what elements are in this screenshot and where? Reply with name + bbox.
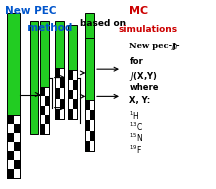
Bar [60,88,64,99]
Bar [14,133,21,142]
Bar [56,78,60,88]
Text: method: method [20,23,72,33]
Text: New pec-J-: New pec-J- [129,42,180,50]
Bar [45,115,49,124]
Bar [68,90,73,99]
Bar [56,109,60,119]
Bar [90,110,94,120]
Bar [73,80,77,90]
Bar [7,142,14,151]
Bar [7,115,21,178]
Bar [56,88,60,99]
Bar [86,131,90,141]
Bar [40,87,45,96]
Bar [68,99,73,109]
Text: MC: MC [129,6,149,16]
Bar [14,160,21,169]
Bar [14,151,21,160]
Bar [60,99,64,109]
Text: $^{13}$C: $^{13}$C [129,121,143,133]
Bar [68,32,77,81]
Bar [90,100,94,110]
Bar [45,124,49,134]
Bar [86,110,90,120]
Bar [40,87,49,134]
Text: $^1$H: $^1$H [129,109,140,122]
Bar [90,141,94,151]
Bar [68,70,73,80]
Text: based on: based on [80,19,126,29]
Text: simulations: simulations [119,25,178,34]
Bar [86,100,94,151]
Bar [40,96,45,105]
Bar [14,124,21,133]
Bar [73,109,77,119]
Bar [40,115,45,124]
Bar [7,169,14,178]
Text: for: for [129,57,143,66]
Bar [86,38,94,151]
Bar [30,21,38,134]
Bar [7,124,14,133]
Bar [40,21,49,134]
Bar [73,90,77,99]
Bar [56,68,64,119]
Bar [60,68,64,78]
Bar [86,120,90,131]
Bar [68,70,77,119]
Text: $J$(X,Y): $J$(X,Y) [129,70,158,83]
Text: X, Y:: X, Y: [129,96,151,105]
Bar [68,109,73,119]
Bar [86,141,90,151]
Text: New PEC: New PEC [5,6,57,16]
Bar [45,105,49,115]
Bar [14,115,21,124]
Bar [56,68,60,78]
Bar [7,13,21,178]
Bar [90,120,94,131]
Bar [14,142,21,151]
Bar [56,21,64,119]
Bar [56,99,60,109]
Text: where: where [129,83,159,92]
Bar [68,25,77,119]
Bar [14,169,21,178]
Bar [73,99,77,109]
Bar [60,78,64,88]
Bar [73,70,77,80]
Bar [7,133,14,142]
Text: $^{19}$F: $^{19}$F [129,143,143,156]
Bar [45,87,49,96]
Bar [68,80,73,90]
Text: $^{15}$N: $^{15}$N [129,132,144,144]
Bar [45,96,49,105]
Bar [7,151,14,160]
Bar [60,109,64,119]
Bar [86,100,90,110]
Bar [86,13,94,84]
Bar [90,131,94,141]
Bar [7,160,14,169]
Bar [7,115,14,124]
Bar [40,105,45,115]
Text: $n$: $n$ [171,42,178,51]
Bar [40,124,45,134]
